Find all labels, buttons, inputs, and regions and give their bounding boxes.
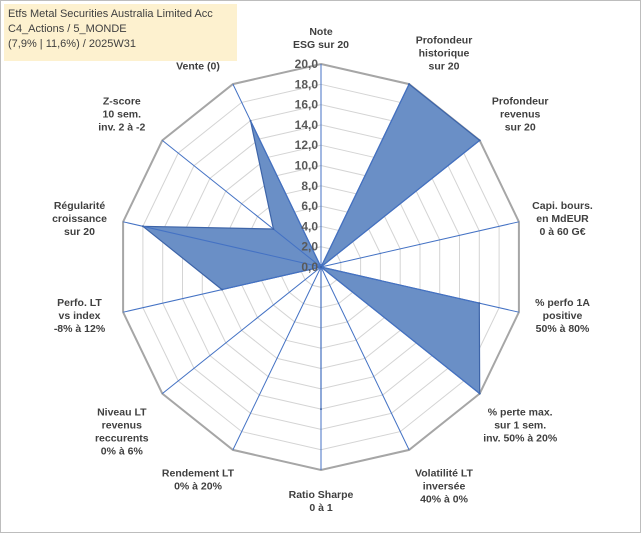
axis-spoke	[232, 266, 322, 451]
info-title: Etfs Metal Securities Australia Limited …	[8, 8, 213, 20]
axis-label: Profondeur	[492, 96, 549, 108]
tick-label: 14,0	[295, 118, 319, 132]
axis-label: croissance	[52, 213, 107, 225]
axis-spoke	[320, 266, 520, 313]
axis-label: 0% à 6%	[101, 446, 144, 458]
axis-label: inv. 50% à 20%	[483, 433, 558, 445]
axis-label: en MdEUR	[536, 213, 589, 225]
axis-spoke	[320, 140, 481, 268]
axis-spoke	[161, 140, 322, 268]
axis-label: ESG sur 20	[293, 39, 349, 51]
tick-label: 6,0	[301, 199, 318, 213]
axis-label: revenus	[500, 109, 540, 121]
axis-label: 40% à 0%	[420, 493, 469, 505]
axis-spoke	[122, 221, 322, 268]
axis-label: sur 1 sem.	[494, 420, 546, 432]
axis-spoke	[320, 221, 520, 268]
axis-label: historique	[419, 48, 470, 60]
tick-label: 12,0	[295, 138, 319, 152]
axis-label: Capi. bours.	[532, 200, 593, 212]
axis-label: Perfo. LT	[57, 297, 102, 309]
axis-label: 0% à 20%	[174, 480, 223, 492]
axis-label: Rendement LT	[162, 467, 235, 479]
axis-label: Profondeur	[416, 35, 473, 47]
axis-spoke	[161, 266, 322, 394]
data-point	[408, 83, 411, 86]
axis-label: Volatilité LT	[415, 467, 474, 479]
axis-label: Z-score	[103, 96, 141, 108]
axis-label: inv. 2 à -2	[98, 122, 145, 134]
data-point	[478, 392, 481, 395]
axis-label: -8% à 12%	[54, 323, 106, 335]
axis-label: % perte max.	[488, 407, 553, 419]
axis-label: sur 20	[64, 226, 95, 238]
info-period: (7,9% | 11,6%) / 2025W31	[8, 38, 136, 50]
axis-label: Ratio Sharpe	[289, 489, 354, 501]
axis-label: positive	[543, 310, 583, 322]
tick-label: 10,0	[295, 159, 319, 173]
axis-label: sur 20	[505, 122, 536, 134]
axis-label: Note	[309, 26, 332, 38]
data-point	[478, 302, 481, 305]
axis-label: Niveau LT	[97, 407, 147, 419]
axis-label: inversée	[423, 480, 466, 492]
data-point	[272, 228, 275, 230]
data-point	[141, 225, 144, 228]
data-point	[320, 408, 322, 411]
tick-label: 2,0	[301, 240, 318, 254]
data-point	[221, 288, 223, 291]
axis-label: reccurents	[95, 433, 149, 445]
tick-label: 18,0	[295, 77, 319, 91]
data-point	[478, 139, 481, 142]
info-category: C4_Actions / 5_MONDE	[8, 23, 127, 35]
axis-label: Régularité	[54, 200, 106, 212]
tick-label: 0,0	[301, 260, 318, 274]
axis-label: vs index	[58, 310, 100, 322]
axis-label: 0 à 1	[309, 502, 333, 514]
data-point	[320, 266, 322, 268]
tick-label: 8,0	[301, 179, 318, 193]
tick-label: 20,0	[295, 57, 319, 71]
axis-label: Vente (0)	[176, 61, 220, 73]
data-point	[249, 119, 252, 122]
axis-spoke	[320, 266, 410, 451]
axis-label: 10 sem.	[103, 109, 142, 121]
axis-label: 50% à 80%	[536, 323, 590, 335]
axis-spoke	[320, 83, 410, 268]
tick-label: 16,0	[295, 98, 319, 112]
tick-label: 4,0	[301, 219, 318, 233]
axis-label: revenus	[102, 420, 142, 432]
axis-label: 0 à 60 G€	[539, 226, 585, 238]
info-box: Etfs Metal Securities Australia Limited …	[4, 4, 237, 61]
axis-spoke	[232, 83, 322, 268]
axis-label: sur 20	[429, 61, 460, 73]
axis-spoke	[320, 266, 481, 394]
axis-label: % perfo 1A	[535, 297, 590, 309]
